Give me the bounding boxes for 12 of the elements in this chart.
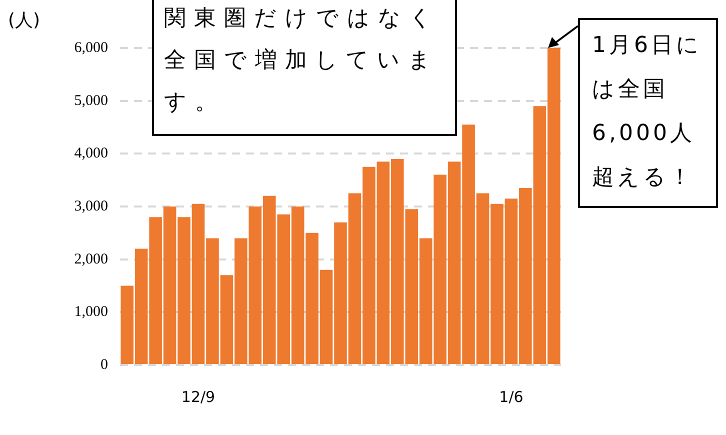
- x-tick-label: 1/6: [499, 388, 524, 406]
- callout-box: 関東圏だけではなく全国で増加しています。: [152, 0, 457, 136]
- callout-box: 1月6日には全国6,000人超える！: [578, 18, 718, 208]
- y-tick-label: 5,000: [74, 92, 108, 109]
- y-tick-label: 1,000: [74, 304, 108, 320]
- y-tick-label: 4,000: [74, 146, 108, 162]
- y-axis-title: (人): [8, 9, 40, 32]
- y-tick-label: 0: [100, 356, 108, 373]
- x-tick-label: 12/9: [181, 388, 216, 406]
- y-tick-label: 6,000: [74, 40, 108, 56]
- y-tick-label: 2,000: [74, 251, 108, 268]
- y-tick-label: 3,000: [74, 198, 108, 214]
